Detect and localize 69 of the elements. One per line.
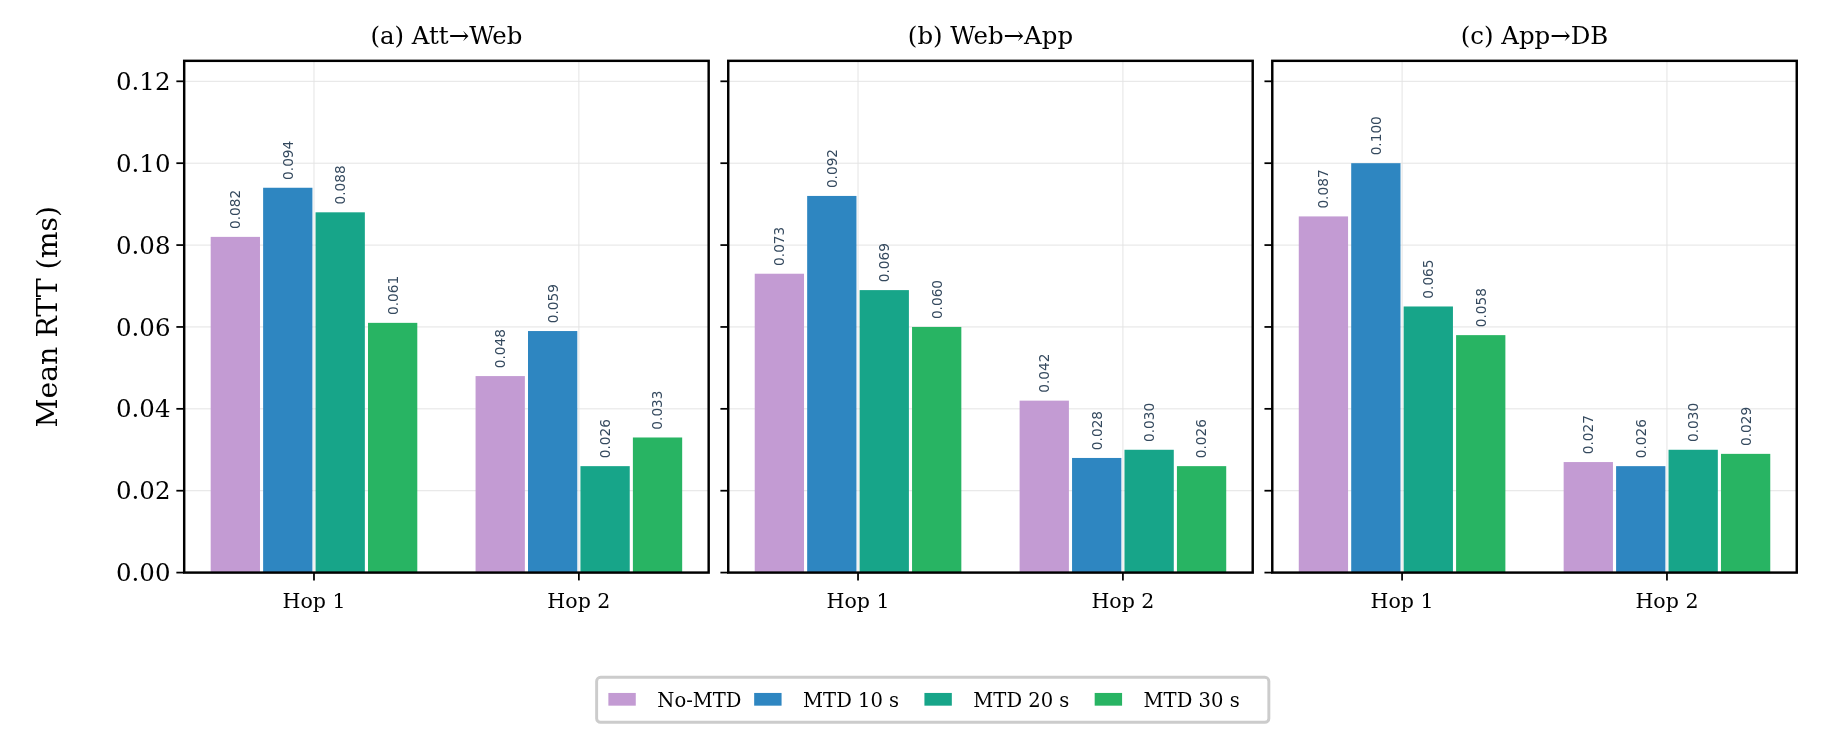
bar [315, 212, 365, 573]
legend-label: No-MTD [657, 688, 742, 712]
data-label: 0.029 [1737, 406, 1754, 447]
data-label: 0.058 [1472, 288, 1489, 328]
bar [1298, 216, 1349, 573]
x-tick-label: Hop 1 [826, 588, 890, 613]
data-label: 0.094 [279, 140, 296, 180]
legend-label: MTD 10 s [803, 688, 900, 712]
chart-title: (c) App→DB [1460, 21, 1609, 51]
bar [1124, 449, 1174, 573]
y-axis-title: Mean RTT (ms) [30, 205, 64, 428]
bar [528, 331, 578, 573]
bar [1019, 400, 1069, 573]
data-label: 0.087 [1315, 169, 1332, 209]
bar [263, 187, 313, 573]
data-label: 0.030 [1685, 402, 1702, 442]
x-tick-label: Hop 2 [547, 588, 611, 613]
data-label: 0.048 [492, 329, 509, 369]
x-tick-label: Hop 2 [1635, 588, 1699, 613]
data-label: 0.073 [771, 226, 788, 266]
data-label: 0.061 [384, 275, 401, 316]
legend-label: MTD 30 s [1143, 688, 1240, 712]
x-tick-label: Hop 2 [1091, 588, 1155, 613]
bar [1616, 466, 1666, 573]
bar [912, 326, 962, 573]
data-label: 0.028 [1088, 410, 1105, 451]
bar [632, 437, 683, 573]
chart-title: (b) Web→App [907, 21, 1074, 51]
data-label: 0.026 [1632, 419, 1649, 459]
bar [807, 195, 857, 573]
bar [1351, 163, 1401, 573]
data-label: 0.042 [1036, 353, 1053, 393]
data-label: 0.100 [1367, 116, 1384, 156]
data-label: 0.082 [227, 189, 244, 230]
y-tick-label: 0.00 [116, 558, 171, 588]
bar [1668, 449, 1718, 573]
bar [368, 322, 418, 573]
data-label: 0.088 [332, 165, 349, 205]
bar [210, 236, 260, 573]
bar [1456, 335, 1506, 573]
x-tick-label: Hop 1 [1370, 588, 1434, 613]
data-label: 0.092 [823, 148, 840, 189]
bar [1563, 462, 1613, 573]
bar [859, 290, 909, 573]
legend-label: MTD 20 s [973, 688, 1070, 712]
data-label: 0.026 [1193, 419, 1210, 459]
data-label: 0.030 [1141, 402, 1158, 442]
data-label: 0.060 [928, 279, 945, 320]
y-tick-label: 0.04 [116, 394, 171, 424]
y-tick-label: 0.08 [116, 230, 171, 260]
y-tick-label: 0.06 [116, 312, 171, 342]
chart-title: (a) Att→Web [370, 21, 523, 51]
data-label: 0.027 [1580, 415, 1597, 455]
data-label: 0.033 [649, 390, 666, 430]
bar [1720, 453, 1771, 573]
y-tick-label: 0.02 [116, 476, 171, 506]
bar [1403, 306, 1453, 573]
bar [754, 273, 805, 573]
y-tick-label: 0.12 [116, 66, 171, 96]
bar [475, 376, 525, 573]
bar [1072, 457, 1122, 573]
x-tick-label: Hop 1 [282, 588, 346, 613]
data-label: 0.065 [1420, 259, 1437, 299]
data-label: 0.026 [596, 419, 613, 459]
bar [580, 466, 630, 573]
data-label: 0.059 [544, 284, 561, 324]
data-label: 0.069 [876, 243, 893, 283]
y-tick-label: 0.10 [116, 148, 171, 178]
bar [1176, 466, 1227, 573]
